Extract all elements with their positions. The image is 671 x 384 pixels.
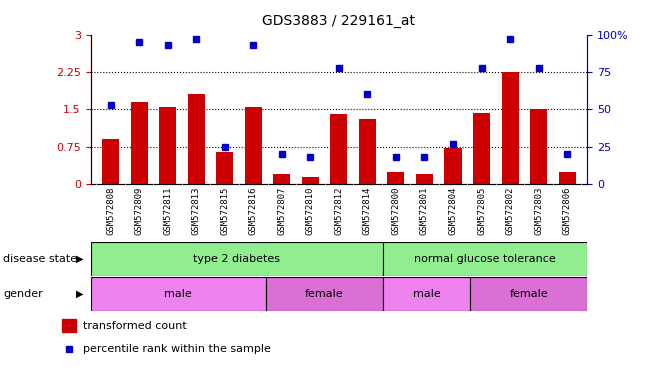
- Text: GSM572811: GSM572811: [163, 187, 172, 235]
- Bar: [382, 277, 470, 311]
- Text: GSM572809: GSM572809: [135, 187, 144, 235]
- Text: GSM572804: GSM572804: [448, 187, 458, 235]
- Text: percentile rank within the sample: percentile rank within the sample: [83, 344, 270, 354]
- Text: female: female: [509, 289, 548, 299]
- Bar: [501, 72, 519, 184]
- Bar: [159, 107, 176, 184]
- Text: GSM572805: GSM572805: [477, 187, 486, 235]
- Text: ▶: ▶: [76, 254, 84, 264]
- Text: transformed count: transformed count: [83, 321, 187, 331]
- Text: GSM572810: GSM572810: [306, 187, 315, 235]
- Bar: [530, 109, 547, 184]
- Bar: [359, 119, 376, 184]
- Bar: [416, 174, 433, 184]
- Text: GSM572800: GSM572800: [391, 187, 401, 235]
- Bar: [266, 277, 382, 311]
- Text: male: male: [164, 289, 192, 299]
- Text: GSM572808: GSM572808: [106, 187, 115, 235]
- Bar: [444, 148, 462, 184]
- Bar: [330, 114, 348, 184]
- Text: type 2 diabetes: type 2 diabetes: [193, 254, 280, 264]
- Bar: [473, 113, 490, 184]
- Text: ▶: ▶: [76, 289, 84, 299]
- Bar: [131, 102, 148, 184]
- Bar: [273, 174, 291, 184]
- Text: GSM572813: GSM572813: [192, 187, 201, 235]
- Bar: [216, 152, 234, 184]
- Bar: [558, 172, 576, 184]
- Text: GSM572814: GSM572814: [363, 187, 372, 235]
- Text: male: male: [413, 289, 440, 299]
- Text: female: female: [305, 289, 344, 299]
- Bar: [62, 319, 76, 333]
- Text: disease state: disease state: [3, 254, 77, 264]
- Bar: [188, 94, 205, 184]
- Text: GDS3883 / 229161_at: GDS3883 / 229161_at: [262, 14, 415, 28]
- Bar: [387, 172, 405, 184]
- Text: GSM572812: GSM572812: [334, 187, 344, 235]
- Bar: [470, 277, 587, 311]
- Text: normal glucose tolerance: normal glucose tolerance: [414, 254, 556, 264]
- Bar: [302, 177, 319, 184]
- Text: GSM572815: GSM572815: [220, 187, 229, 235]
- Bar: [245, 107, 262, 184]
- Bar: [91, 277, 266, 311]
- Bar: [102, 139, 119, 184]
- Bar: [91, 242, 382, 276]
- Text: GSM572803: GSM572803: [534, 187, 543, 235]
- Bar: [382, 242, 587, 276]
- Text: GSM572801: GSM572801: [420, 187, 429, 235]
- Text: gender: gender: [3, 289, 43, 299]
- Text: GSM572816: GSM572816: [249, 187, 258, 235]
- Text: GSM572802: GSM572802: [505, 187, 515, 235]
- Text: GSM572806: GSM572806: [563, 187, 572, 235]
- Text: GSM572807: GSM572807: [277, 187, 287, 235]
